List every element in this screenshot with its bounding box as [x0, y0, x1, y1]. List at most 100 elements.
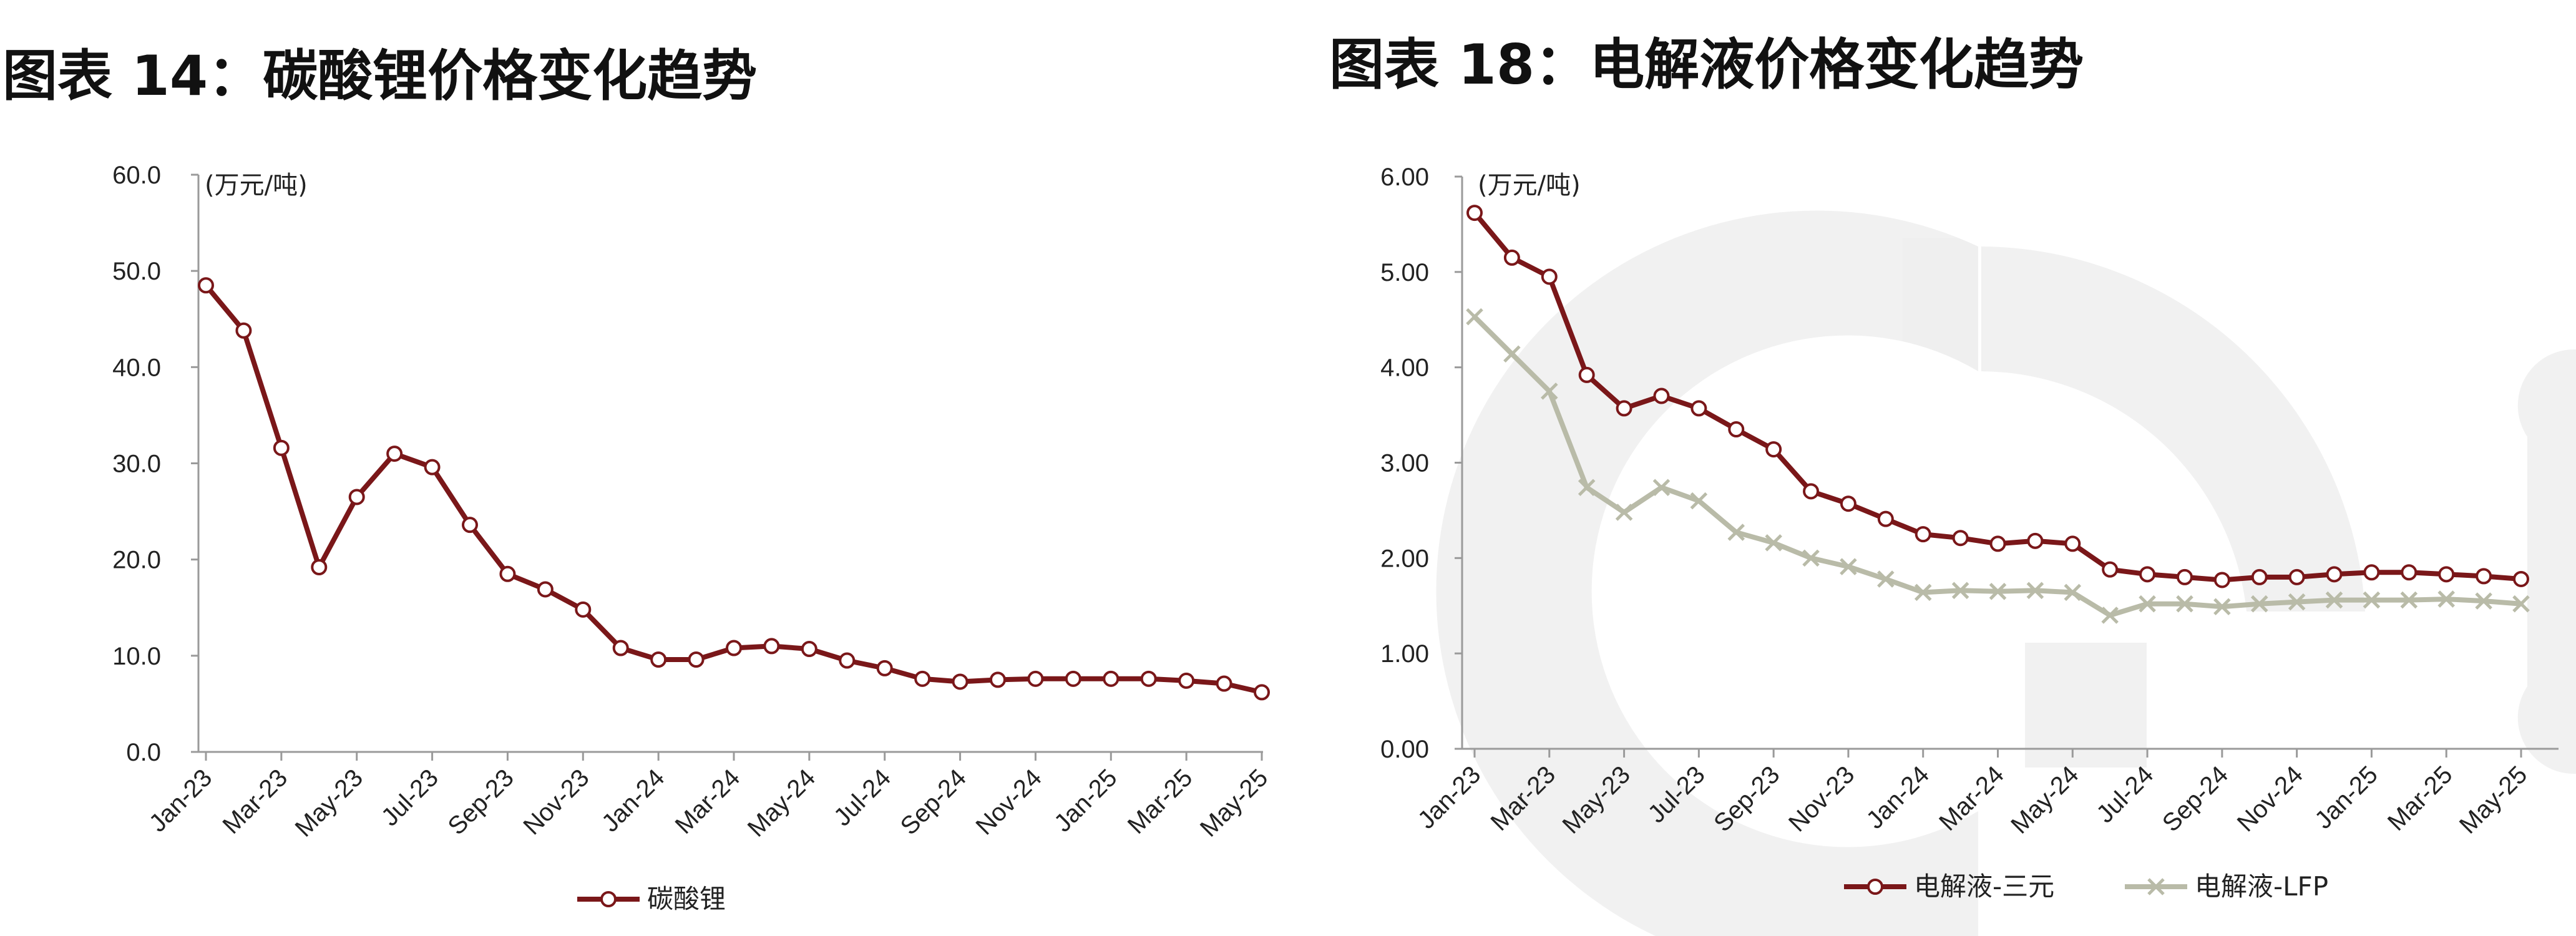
data-point [2064, 583, 2082, 602]
data-point [1803, 483, 1820, 500]
y-tick-label: 0.00 [1380, 736, 1429, 763]
data-point [462, 517, 478, 534]
data-point [1765, 534, 1782, 552]
data-point [1840, 495, 1856, 512]
y-tick-label: 4.00 [1380, 354, 1429, 382]
x-tick-label: Jan-23 [1413, 761, 1486, 834]
data-point [1690, 492, 1708, 510]
data-point [1952, 530, 1969, 547]
data-point [650, 651, 667, 668]
y-tick-label: 30.0 [112, 451, 161, 478]
data-point [2139, 566, 2156, 583]
data-point [1616, 400, 1632, 417]
data-point [1103, 670, 1120, 687]
data-point [575, 601, 592, 618]
unit-label: (万元/吨) [205, 171, 308, 200]
y-tick-label: 5.00 [1380, 259, 1429, 286]
data-point [1466, 308, 1483, 326]
data-point [2476, 568, 2492, 585]
data-point [2139, 595, 2156, 613]
data-point [688, 651, 705, 668]
data-point [1615, 504, 1633, 521]
y-tick-label: 40.0 [112, 354, 161, 381]
y-tick-label: 6.00 [1380, 163, 1429, 191]
data-point [1503, 345, 1521, 363]
x-tick-label: Sep-23 [1709, 761, 1785, 837]
data-point [1951, 582, 1969, 600]
data-point [273, 439, 290, 456]
chart-title-electrolyte: 图表 18：电解液价格变化趋势 [1329, 32, 2084, 97]
data-point [537, 581, 554, 598]
legend-label: 电解液-三元 [1914, 871, 2054, 902]
data-point [1466, 205, 1483, 222]
data-point [2064, 535, 2081, 552]
data-point [2513, 570, 2529, 587]
x-tick-label: May-24 [2006, 761, 2084, 839]
x-tick-label: Jan-25 [2310, 761, 2383, 834]
x-tick-label: Jul-24 [2091, 761, 2159, 828]
chart-title-lithium-carbonate: 图表 14：碳酸锂价格变化趋势 [2, 44, 758, 108]
data-point [1027, 670, 1044, 687]
data-point [2363, 564, 2380, 581]
data-point [1652, 479, 1671, 497]
data-point [839, 652, 856, 669]
data-point [990, 671, 1006, 688]
data-point [2250, 595, 2268, 613]
data-point [2101, 607, 2119, 624]
data-point [1578, 479, 1596, 497]
x-tick-label: Nov-24 [2232, 761, 2308, 837]
data-point [235, 322, 252, 339]
data-point [876, 660, 893, 676]
x-tick-label: Mar-25 [2383, 761, 2458, 836]
data-point [2363, 591, 2381, 609]
data-point [2213, 572, 2230, 588]
x-tick-label: May-25 [2454, 761, 2532, 839]
data-point [1541, 383, 1558, 400]
data-point [1065, 670, 1081, 687]
data-point [1178, 672, 1195, 689]
data-point [2288, 568, 2305, 585]
data-point [1914, 583, 1932, 602]
watermark-logo [1436, 210, 2576, 936]
data-point [2475, 592, 2492, 610]
data-point [1653, 388, 1670, 404]
data-point [2176, 595, 2193, 613]
y-tick-label: 20.0 [112, 547, 161, 574]
data-point [2401, 564, 2417, 581]
data-point [1216, 675, 1232, 692]
x-tick-label: Jan-24 [1861, 761, 1934, 834]
data-point [386, 446, 403, 462]
data-point [1765, 441, 1782, 458]
legend-marker [600, 891, 617, 907]
data-point [2512, 595, 2530, 613]
legend-marker [2147, 878, 2165, 895]
legend-marker [1867, 879, 1883, 895]
y-tick-label: 10.0 [112, 643, 161, 670]
data-point [2400, 591, 2418, 609]
x-tick-label: Sep-24 [2157, 761, 2233, 837]
data-point [1989, 535, 2006, 552]
y-tick-label: 1.00 [1380, 640, 1429, 668]
data-point [763, 638, 780, 655]
legend-item: 碳酸锂 [577, 884, 726, 914]
data-point [2326, 566, 2343, 583]
data-point [198, 277, 214, 294]
data-point [1915, 526, 1931, 543]
data-point [801, 641, 817, 658]
data-point [612, 640, 629, 656]
data-point [1690, 400, 1707, 417]
data-point [1989, 583, 2007, 600]
data-point [2437, 590, 2455, 608]
data-point [1140, 670, 1157, 687]
legend-item: 电解液-LFP [2125, 871, 2328, 902]
data-point [726, 640, 742, 656]
data-point [311, 559, 328, 575]
data-point [499, 565, 516, 582]
data-point [1254, 684, 1270, 701]
data-point [348, 489, 365, 505]
data-point [1877, 510, 1894, 527]
data-point [2026, 582, 2044, 600]
